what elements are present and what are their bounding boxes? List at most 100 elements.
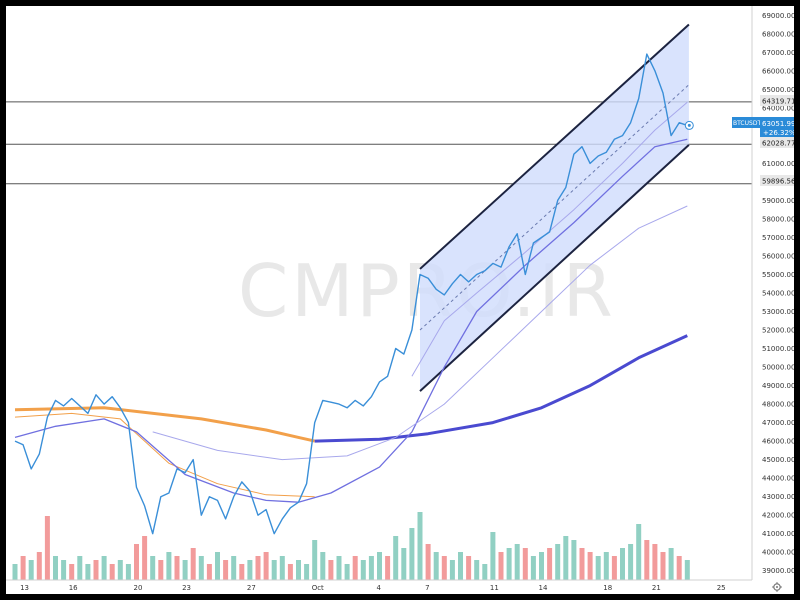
y-tick-label: 64000.00 — [762, 104, 794, 112]
volume-bar — [255, 556, 261, 580]
channel-lower-line[interactable] — [419, 144, 690, 392]
level-label-lower: 59896.56 — [760, 175, 794, 186]
y-tick-label: 61000.00 — [762, 160, 794, 168]
volume-bar — [571, 540, 577, 580]
y-tick-label: 41000.00 — [762, 530, 794, 538]
y-tick-label: 42000.00 — [762, 512, 794, 520]
time-axis: 13 16 20 23 27 Oct 4 7 11 14 18 21 25 — [6, 579, 752, 592]
volume-bar — [53, 556, 58, 580]
volume-bar — [142, 536, 148, 580]
y-tick-label: 44000.00 — [762, 475, 794, 483]
volume-bar — [85, 564, 91, 580]
current-price-value: 63051.99 — [762, 120, 794, 128]
y-tick-label: 43000.00 — [762, 493, 794, 501]
y-tick-label: 56000.00 — [762, 253, 794, 261]
x-tick-label: 16 — [69, 584, 78, 592]
x-tick-label: 11 — [490, 584, 499, 592]
volume-bar — [174, 556, 180, 580]
moving-averages — [14, 101, 688, 503]
volume-bar — [328, 560, 334, 580]
volume-bar — [287, 564, 293, 580]
volume-bar — [263, 552, 269, 580]
volume-bar — [215, 552, 220, 580]
volume-bar — [498, 552, 504, 580]
volume-bar — [344, 564, 350, 580]
channel-midline — [419, 84, 690, 331]
volume-bar — [417, 512, 423, 580]
volume-bar — [336, 556, 342, 580]
volume-bar — [490, 532, 496, 580]
volume-bar — [320, 552, 326, 580]
level-label-mid: 62028.77 — [760, 137, 794, 148]
volume-bar — [425, 544, 431, 580]
current-price-bg — [760, 117, 794, 138]
volume-bar — [239, 564, 245, 580]
volume-bar — [433, 552, 439, 580]
volume-bar — [458, 552, 463, 580]
moving-average-violet-mid — [14, 138, 688, 503]
volume-bar — [352, 556, 358, 580]
volume-bar — [660, 552, 666, 580]
y-tick-label: 51000.00 — [762, 345, 794, 353]
y-tick-label: 67000.00 — [762, 49, 794, 57]
price-last-point-dot — [687, 123, 691, 127]
y-tick-label: 49000.00 — [762, 382, 794, 390]
level-label-lower-text: 59896.56 — [762, 178, 794, 186]
y-tick-label: 58000.00 — [762, 215, 794, 223]
axis-price-labels: 64319.71 BTCUSDT 63051.99 +26.32% 62028.… — [732, 95, 794, 186]
volume-bar — [279, 556, 285, 580]
y-tick-label: 45000.00 — [762, 456, 794, 464]
current-price-label: BTCUSDT 63051.99 +26.32% — [732, 117, 794, 138]
volume-bar — [522, 548, 528, 580]
volume-bar — [539, 552, 544, 580]
y-tick-label: 47000.00 — [762, 419, 794, 427]
y-tick-label: 48000.00 — [762, 401, 794, 409]
y-tick-label: 46000.00 — [762, 438, 794, 446]
volume-bar — [668, 548, 674, 580]
volume-bars — [12, 512, 690, 580]
volume-bar — [206, 564, 212, 580]
volume-bar — [247, 560, 253, 580]
volume-bar — [134, 544, 139, 580]
y-tick-label: 57000.00 — [762, 234, 794, 242]
volume-bar — [579, 548, 585, 580]
volume-bar — [271, 560, 277, 580]
volume-bar — [563, 536, 569, 580]
current-price-change: +26.32% — [763, 129, 794, 137]
y-tick-label: 40000.00 — [762, 549, 794, 557]
y-tick-label: 39000.00 — [762, 567, 794, 575]
volume-bar — [28, 560, 34, 580]
volume-bar — [368, 556, 374, 580]
volume-bar — [409, 528, 415, 580]
volume-bar — [620, 548, 625, 580]
settings-gear-icon[interactable] — [772, 582, 782, 592]
volume-bar — [125, 564, 131, 580]
y-tick-label: 69000.00 — [762, 12, 794, 20]
volume-bar — [304, 564, 310, 580]
price-series — [14, 53, 694, 535]
volume-bar — [676, 556, 682, 580]
y-tick-label: 65000.00 — [762, 86, 794, 94]
volume-bar — [547, 548, 553, 580]
volume-bar — [595, 556, 601, 580]
y-tick-label: 53000.00 — [762, 308, 794, 316]
volume-bar — [101, 556, 107, 580]
volume-bar — [296, 560, 301, 580]
moving-average-orange-thin — [14, 412, 315, 498]
volume-bar — [231, 556, 237, 580]
y-tick-label: 55000.00 — [762, 271, 794, 279]
volume-bar — [166, 552, 172, 580]
volume-bar — [61, 560, 67, 580]
volume-bar — [36, 552, 42, 580]
volume-bar — [117, 560, 123, 580]
volume-bar — [158, 560, 164, 580]
volume-bar — [449, 560, 455, 580]
chart-canvas[interactable]: CMPRO.IR 39000.0040000.0041000.0042000.0… — [6, 6, 794, 594]
x-tick-label: 14 — [539, 584, 548, 592]
volume-bar — [77, 556, 83, 580]
volume-bar — [636, 524, 642, 580]
y-tick-label: 50000.00 — [762, 364, 794, 372]
volume-bar — [603, 552, 609, 580]
volume-bar — [466, 556, 472, 580]
x-tick-label: 7 — [425, 584, 429, 592]
